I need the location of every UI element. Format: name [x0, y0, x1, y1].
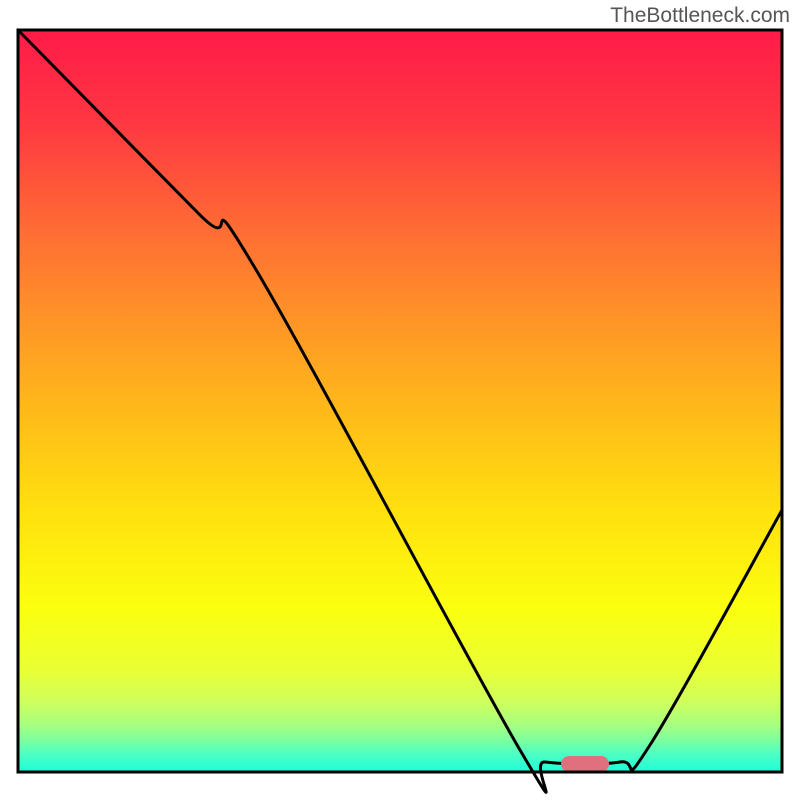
chart-background	[18, 30, 782, 772]
optimal-marker	[561, 756, 609, 772]
bottleneck-chart	[0, 0, 800, 800]
watermark-text: TheBottleneck.com	[610, 4, 790, 28]
